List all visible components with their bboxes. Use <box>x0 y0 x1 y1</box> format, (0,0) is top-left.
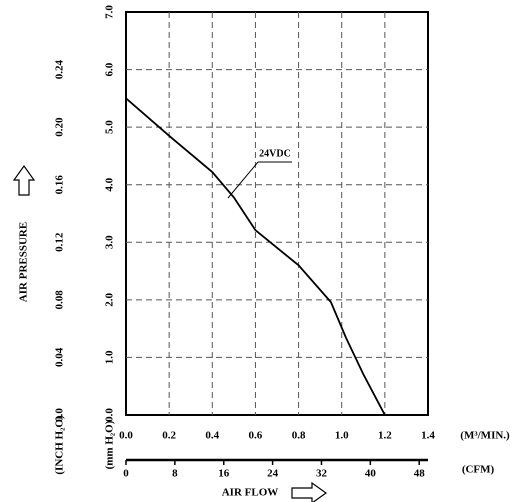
y2-tick-label: 0.04 <box>54 347 66 367</box>
x2-tick-label: 48 <box>414 468 426 480</box>
y-tick-label: 4.0 <box>104 177 116 191</box>
y-arrow <box>12 164 36 196</box>
x-arrow <box>291 481 328 502</box>
x2-unit-label: (CFM) <box>462 464 495 476</box>
y2-tick-label: 0.08 <box>54 290 66 310</box>
x-tick-label: 0.0 <box>119 430 133 442</box>
x2-tick-label: 16 <box>218 468 230 480</box>
y2-tick-label: 0.20 <box>54 117 66 137</box>
x2-tick-label: 32 <box>316 468 328 480</box>
y-tick-label: 1.0 <box>104 350 116 364</box>
y-tick-label: 6.0 <box>104 62 116 76</box>
y2-tick-label: 0.24 <box>54 59 66 79</box>
x2-tick-label: 0 <box>123 468 129 480</box>
curve <box>125 97 386 416</box>
x-tick-label: 0.6 <box>249 430 263 442</box>
plot-frame <box>125 11 429 416</box>
y-tick-label: 3.0 <box>104 235 116 249</box>
y2-unit-label: (INCH H₂O) <box>54 415 66 475</box>
y2-tick-label: 0.0 <box>54 408 66 422</box>
x-tick-label: 0.4 <box>205 430 219 442</box>
x2-tick-label: 24 <box>267 468 279 480</box>
x-tick-label: 1.4 <box>421 430 435 442</box>
x-tick-label: 0.8 <box>292 430 306 442</box>
y-tick-label: 7.0 <box>104 5 116 19</box>
y-tick-label: 5.0 <box>104 120 116 134</box>
y-title: AIR PRESSURE <box>18 222 30 302</box>
x2-tick-label: 8 <box>172 468 178 480</box>
x-tick-label: 0.2 <box>162 430 176 442</box>
x-unit-label: (M³/MIN.) <box>460 430 510 442</box>
leader-line <box>227 161 259 199</box>
x2-tick-label: 40 <box>365 468 377 480</box>
y2-tick-label: 0.12 <box>54 232 66 252</box>
y-unit-label: (mm H₂O) <box>104 420 116 469</box>
x-tick-label: 1.2 <box>378 430 392 442</box>
y2-tick-label: 0.16 <box>54 175 66 195</box>
x-tick-label: 1.0 <box>335 430 349 442</box>
x-title: AIR FLOW <box>222 487 279 499</box>
y-tick-label: 2.0 <box>104 292 116 306</box>
y-tick-label: 0.0 <box>104 408 116 422</box>
series-label: 24VDC <box>259 148 291 159</box>
